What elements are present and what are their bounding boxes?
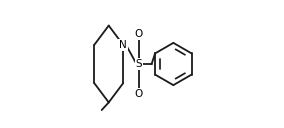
Text: O: O xyxy=(135,89,143,99)
Text: N: N xyxy=(119,40,127,50)
Text: O: O xyxy=(135,29,143,39)
Text: S: S xyxy=(135,59,142,69)
